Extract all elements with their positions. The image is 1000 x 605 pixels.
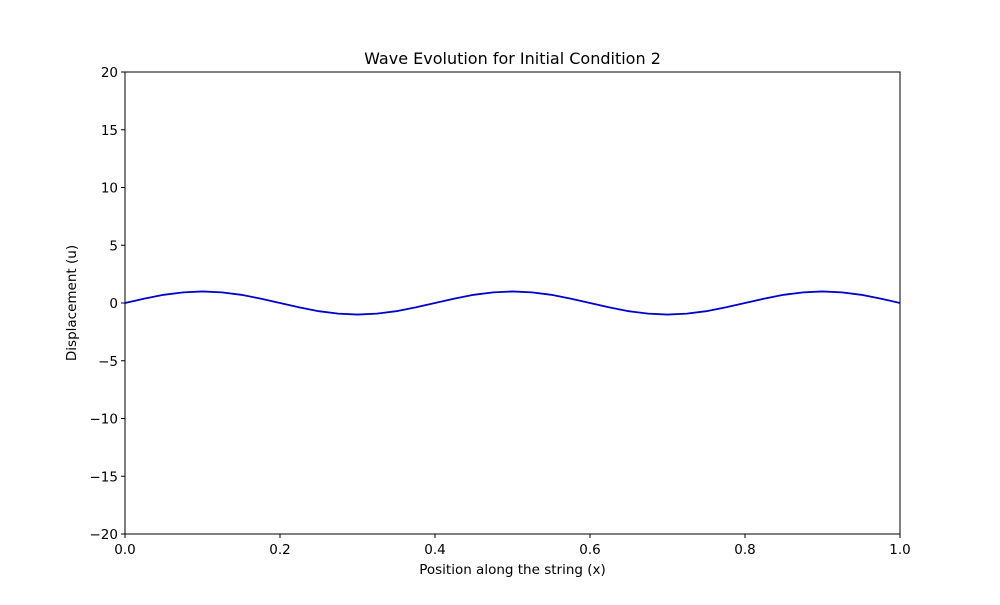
x-tick-label: 0.4: [424, 542, 445, 558]
series-line: [124, 290, 901, 316]
y-tick-label: −15: [90, 469, 119, 485]
x-tick-label: 0.2: [269, 542, 290, 558]
y-tick-label: 5: [109, 238, 118, 254]
y-tick-label: 20: [101, 65, 118, 81]
y-tick-label: 10: [101, 181, 118, 197]
y-axis-label: Displacement (u): [64, 245, 80, 361]
plot-frame: [124, 71, 901, 535]
y-tick-label: −20: [90, 527, 119, 543]
y-tick-label: −5: [98, 354, 118, 370]
y-tick-label: −10: [90, 412, 119, 428]
x-tick-label: 0.0: [114, 542, 135, 558]
plot-lines: [124, 290, 901, 316]
x-tick-label: 0.6: [579, 542, 600, 558]
x-axis-ticks: 0.0 0.2 0.4 0.6 0.8 1.0: [114, 534, 911, 558]
x-tick-label: 1.0: [889, 542, 910, 558]
x-axis-label: Position along the string (x): [419, 562, 606, 578]
y-axis-ticks: −20 −15 −10 −5 0 5 10 15 20: [90, 65, 125, 543]
y-tick-label: 0: [109, 296, 118, 312]
y-tick-label: 15: [101, 123, 118, 139]
x-tick-label: 0.8: [734, 542, 755, 558]
chart-title: Wave Evolution for Initial Condition 2: [364, 49, 661, 68]
